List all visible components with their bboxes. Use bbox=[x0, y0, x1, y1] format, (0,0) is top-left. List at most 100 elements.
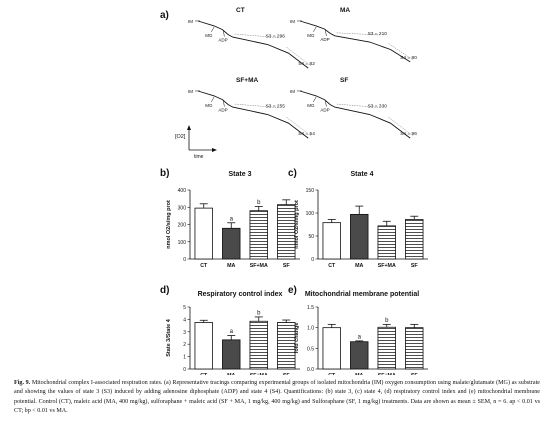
y-tick-label: 3 bbox=[183, 330, 186, 336]
s4-label: S4 = 54 bbox=[298, 131, 315, 137]
caption-text: Mitochondrial complex I-associated respi… bbox=[14, 380, 540, 415]
y-tick-label: 0 bbox=[183, 367, 186, 373]
bar-ct bbox=[322, 222, 341, 260]
chart-title: State 3 bbox=[229, 171, 252, 178]
bar-sf-ma bbox=[377, 225, 396, 260]
bar-sf-ma bbox=[249, 320, 268, 370]
s3-label: S3 = 296 bbox=[266, 34, 286, 40]
trace-ma: MA IM MG ADP S3 = 210 S4 = 80 bbox=[290, 7, 417, 63]
y-tick-label: 100 bbox=[306, 211, 315, 217]
s3-slope-line bbox=[234, 103, 278, 108]
x-tick-label: CT bbox=[328, 373, 336, 375]
adp-label: ADP bbox=[218, 108, 227, 113]
panel-label: e) bbox=[288, 285, 297, 296]
s3-slope-line bbox=[336, 103, 380, 108]
bar-sf bbox=[405, 327, 424, 370]
adp-arrow bbox=[325, 100, 327, 107]
bar-ma bbox=[350, 341, 369, 370]
x-tick-label: MA bbox=[227, 373, 235, 375]
mg-label: MG bbox=[205, 103, 213, 108]
trace-ct: CT IM MG ADP S3 = 296 S4 = 82 bbox=[188, 7, 315, 69]
chart-title: Mitochondrial membrane potential bbox=[305, 291, 419, 298]
oxygen-time-axes: [O2] time bbox=[175, 125, 217, 160]
trace-line bbox=[197, 20, 309, 69]
figure-caption: Fig. 9. Mitochondrial complex I-associat… bbox=[14, 379, 540, 417]
y-tick-label: 400 bbox=[178, 188, 187, 194]
x-tick-label: SF+MA bbox=[250, 373, 268, 375]
trace-line bbox=[299, 20, 411, 63]
adp-arrow bbox=[325, 29, 327, 37]
im-label: IM bbox=[188, 89, 193, 94]
trace-sf: SF IM MG ADP S3 = 330 S4 = 96 bbox=[290, 77, 417, 139]
y-tick-label: 0.0 bbox=[307, 367, 314, 373]
s3-slope-line bbox=[234, 33, 278, 38]
x-tick-label: MA bbox=[227, 263, 235, 269]
y-tick-label: 5 bbox=[183, 305, 186, 311]
mg-label: MG bbox=[307, 103, 315, 108]
y-tick-label: 1.0 bbox=[307, 326, 314, 332]
adp-label: ADP bbox=[320, 37, 329, 42]
trace-line bbox=[197, 90, 309, 139]
bar-ct bbox=[194, 207, 213, 260]
y-tick-label: 100 bbox=[178, 240, 187, 246]
s4-label: S4 = 96 bbox=[400, 131, 417, 137]
mg-arrow bbox=[211, 96, 215, 103]
s4-label: S4 = 82 bbox=[298, 61, 315, 67]
bar-sf bbox=[405, 219, 424, 260]
y-tick-label: 2 bbox=[183, 342, 186, 348]
significance-label: b bbox=[257, 310, 261, 316]
tracings-panel: CT IM MG ADP S3 = 296 S4 = 82 MA IM MG ADP S3 = 21… bbox=[188, 7, 417, 139]
y-tick-label: 0 bbox=[183, 257, 186, 263]
y-axis-label: nmol O2/s/mg prot bbox=[166, 200, 172, 249]
adp-label: ADP bbox=[320, 108, 329, 113]
trace-title: SF+MA bbox=[236, 77, 259, 84]
x-tick-label: MA bbox=[355, 373, 363, 375]
s4-slope-line bbox=[286, 47, 312, 67]
significance-label: a bbox=[358, 334, 362, 340]
bar-sf-ma bbox=[249, 210, 268, 260]
x-tick-label: SF bbox=[283, 263, 291, 269]
mg-arrow bbox=[313, 26, 317, 33]
mg-label: MG bbox=[205, 33, 213, 38]
y-tick-label: 1.5 bbox=[307, 305, 314, 311]
mg-label: MG bbox=[307, 33, 315, 38]
x-tick-label: SF+MA bbox=[378, 263, 396, 269]
s3-label: S3 = 210 bbox=[368, 31, 388, 37]
chart-title: Respiratory control index bbox=[198, 291, 283, 298]
s4-label: S4 = 80 bbox=[400, 55, 417, 61]
adp-arrow bbox=[223, 100, 225, 107]
y-axis-label: fold change bbox=[294, 323, 300, 354]
bar-ct bbox=[194, 322, 213, 370]
s4-slope-line bbox=[388, 117, 414, 137]
axis-y-oxygen: [O2] bbox=[175, 134, 186, 140]
trace-title: MA bbox=[340, 7, 350, 14]
y-tick-label: 150 bbox=[306, 188, 315, 194]
figure-canvas: a) CT IM MG ADP S3 = 296 S4 = 82 MA IM MG ADP S3 =… bbox=[160, 7, 428, 375]
trace-line bbox=[299, 90, 411, 139]
y-tick-label: 50 bbox=[308, 234, 314, 240]
mg-arrow bbox=[313, 96, 317, 103]
bar-ct bbox=[322, 327, 341, 370]
y-tick-label: 4 bbox=[183, 317, 186, 323]
chart-c: c) State 4 0 50 100 150 nmol O2/s/mg prot CT MA S… bbox=[288, 168, 428, 269]
im-label: IM bbox=[188, 19, 193, 24]
panel-label: d) bbox=[160, 285, 169, 296]
y-axis-label: State 3/State 4 bbox=[166, 318, 172, 357]
significance-label: b bbox=[385, 318, 389, 324]
bar-ma bbox=[222, 339, 241, 370]
x-tick-label: SF bbox=[283, 373, 291, 375]
chart-d: d) Respiratory control index 0 1 2 3 4 5 State 3… bbox=[160, 285, 300, 375]
bar-sf bbox=[277, 204, 296, 260]
adp-label: ADP bbox=[218, 38, 227, 43]
s3-label: S3 = 255 bbox=[266, 104, 286, 110]
x-tick-label: MA bbox=[355, 263, 363, 269]
x-tick-label: SF+MA bbox=[250, 263, 268, 269]
x-tick-label: SF bbox=[411, 373, 419, 375]
chart-title: State 4 bbox=[351, 171, 374, 178]
im-label: IM bbox=[290, 19, 295, 24]
bar-ma bbox=[222, 227, 241, 260]
s3-slope-line bbox=[336, 32, 380, 36]
im-label: IM bbox=[290, 89, 295, 94]
bar-sf-ma bbox=[377, 326, 396, 370]
